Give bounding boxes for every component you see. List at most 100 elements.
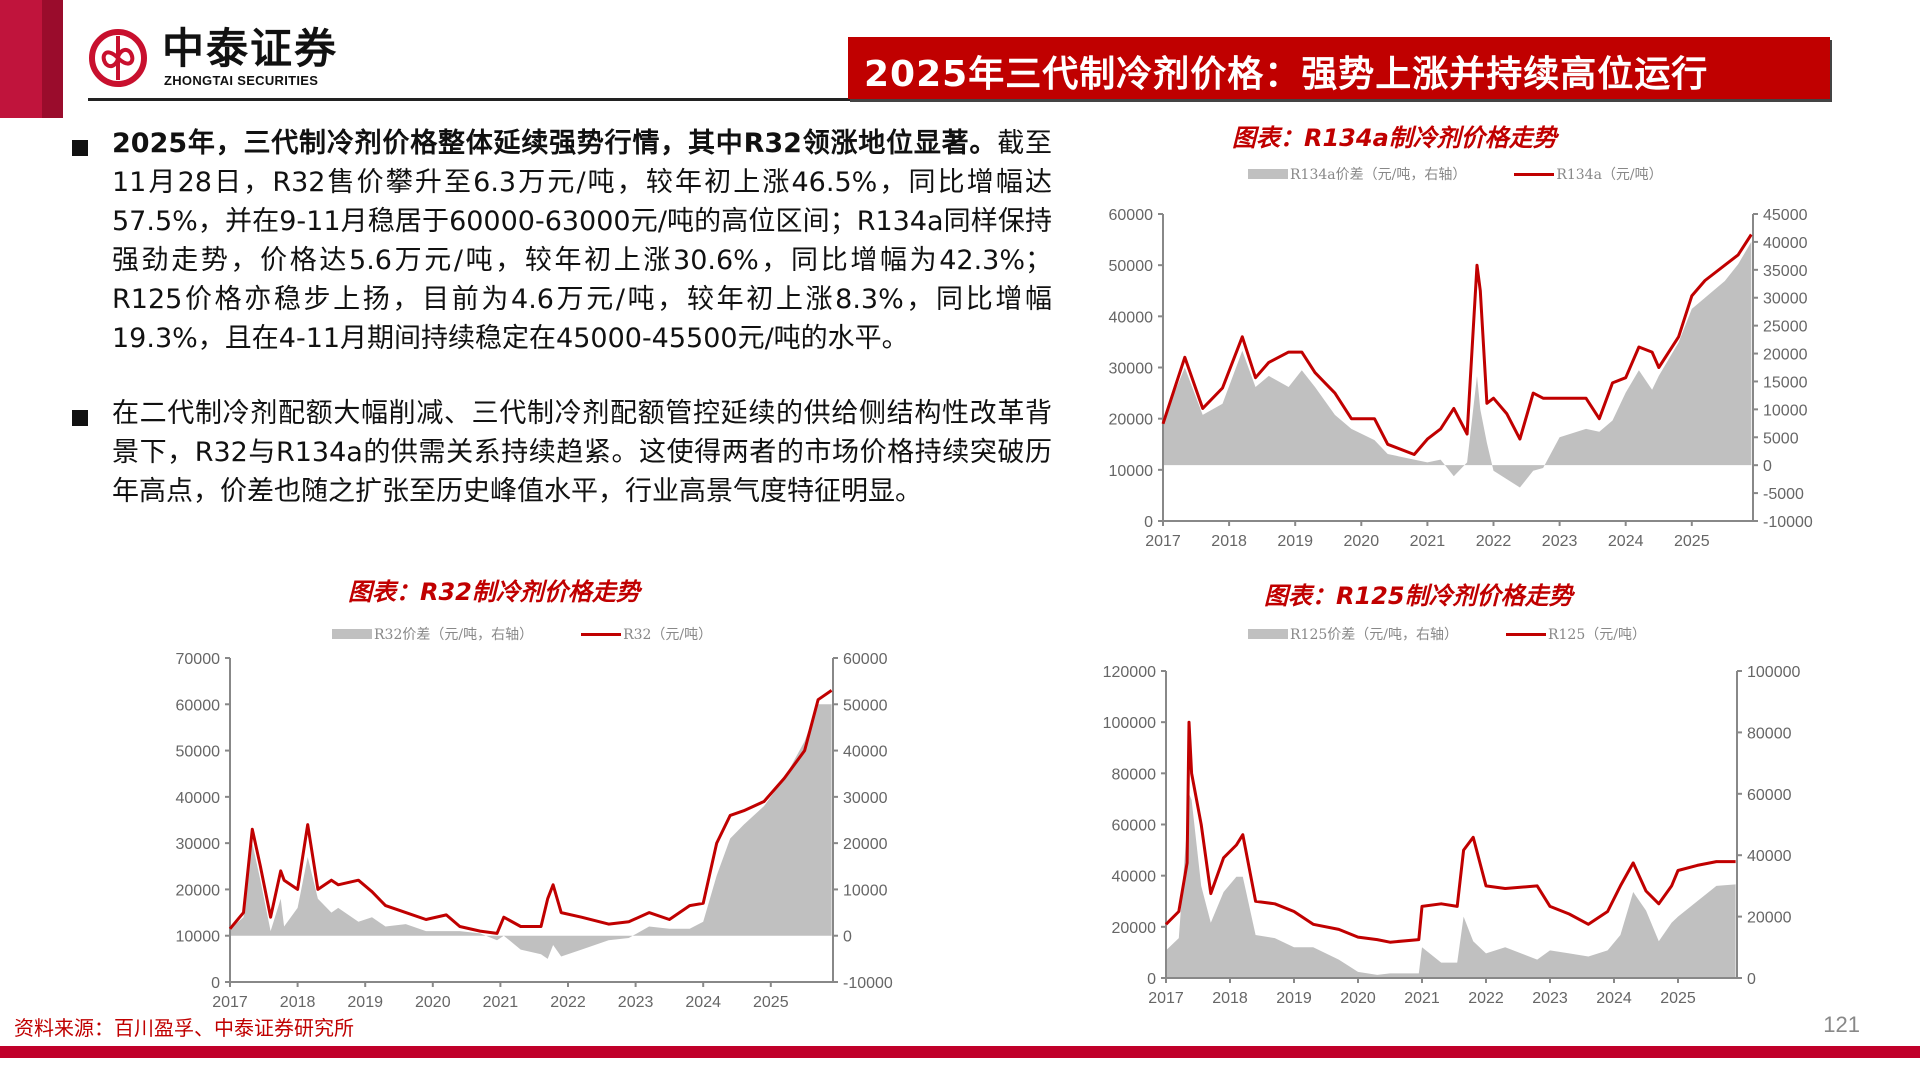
legend-r32: R32价差（元/吨，右轴） R32（元/吨） [332, 624, 752, 644]
svg-text:-5000: -5000 [1763, 486, 1804, 503]
svg-text:2023: 2023 [1532, 990, 1568, 1007]
svg-text:40000: 40000 [1747, 848, 1792, 865]
svg-text:0: 0 [1144, 514, 1153, 531]
svg-text:2024: 2024 [1596, 990, 1632, 1007]
svg-text:2019: 2019 [1276, 990, 1312, 1007]
svg-text:2017: 2017 [1145, 533, 1181, 550]
svg-text:0: 0 [1763, 458, 1772, 475]
legend-item-spread: R125价差（元/吨，右轴） [1248, 624, 1458, 644]
svg-text:60000: 60000 [1109, 207, 1154, 224]
legend-r134a: R134a价差（元/吨，右轴） R134a（元/吨） [1248, 164, 1703, 184]
svg-text:2024: 2024 [685, 994, 721, 1011]
area-swatch-icon [332, 629, 372, 639]
left-accent-bar [0, 0, 42, 118]
legend-item-price: R125（元/吨） [1505, 624, 1646, 644]
svg-text:40000: 40000 [176, 790, 221, 807]
svg-text:-10000: -10000 [843, 975, 893, 992]
svg-text:2025: 2025 [1674, 533, 1710, 550]
svg-text:2019: 2019 [1277, 533, 1313, 550]
svg-text:50000: 50000 [1109, 258, 1154, 275]
legend-item-spread: R134a价差（元/吨，右轴） [1248, 164, 1466, 184]
svg-text:2023: 2023 [618, 994, 654, 1011]
legend-item-spread: R32价差（元/吨，右轴） [332, 624, 533, 644]
line-swatch-icon [581, 632, 622, 636]
svg-text:2021: 2021 [1404, 990, 1440, 1007]
svg-text:0: 0 [1747, 971, 1756, 988]
svg-text:5000: 5000 [1763, 430, 1799, 447]
page-title-box: 2025年三代制冷剂价格：强势上涨并持续高位运行 [848, 37, 1830, 99]
svg-text:20000: 20000 [843, 836, 888, 853]
brand-name-cn: 中泰证券 [162, 24, 339, 73]
svg-text:2018: 2018 [280, 994, 316, 1011]
svg-text:2018: 2018 [1211, 533, 1247, 550]
svg-text:40000: 40000 [1109, 309, 1154, 326]
header-divider [88, 98, 1828, 101]
svg-text:25000: 25000 [1763, 319, 1808, 336]
svg-text:60000: 60000 [1747, 787, 1792, 804]
line-swatch-icon [1505, 632, 1546, 636]
svg-text:2025: 2025 [1660, 990, 1696, 1007]
svg-text:2017: 2017 [1148, 990, 1184, 1007]
svg-text:45000: 45000 [1763, 207, 1808, 224]
page-title: 2025年三代制冷剂价格：强势上涨并持续高位运行 [864, 54, 1709, 95]
svg-text:2020: 2020 [1340, 990, 1376, 1007]
svg-text:35000: 35000 [1763, 263, 1808, 280]
svg-text:2019: 2019 [347, 994, 383, 1011]
svg-text:10000: 10000 [176, 929, 221, 946]
svg-text:80000: 80000 [1747, 725, 1792, 742]
svg-text:40000: 40000 [843, 744, 888, 761]
paragraph-1-body: 截至11月28日，R32售价攀升至6.3万元/吨，较年初上涨46.5%，同比增幅… [112, 128, 1053, 354]
legend-item-price: R134a（元/吨） [1514, 164, 1663, 184]
line-swatch-icon [1514, 172, 1555, 176]
chart-title-r32: 图表：R32制冷剂价格走势 [348, 578, 640, 606]
svg-text:50000: 50000 [843, 697, 888, 714]
chart-title-r134a: 图表：R134a制冷剂价格走势 [1232, 124, 1557, 152]
svg-text:80000: 80000 [1112, 766, 1157, 783]
svg-text:-10000: -10000 [1763, 514, 1813, 531]
svg-text:70000: 70000 [176, 651, 221, 668]
svg-text:2018: 2018 [1212, 990, 1248, 1007]
svg-text:0: 0 [1147, 971, 1156, 988]
paragraph-1: 2025年，三代制冷剂价格整体延续强势行情，其中R32领涨地位显著。截至11月2… [112, 124, 1052, 358]
svg-text:20000: 20000 [176, 882, 221, 899]
zhongtai-logo-icon [89, 29, 147, 87]
svg-text:0: 0 [843, 929, 852, 946]
svg-text:2023: 2023 [1542, 533, 1578, 550]
paragraph-1-lead: 2025年，三代制冷剂价格整体延续强势行情，其中R32领涨地位显著。 [112, 128, 998, 159]
svg-text:30000: 30000 [1109, 361, 1154, 378]
svg-text:100000: 100000 [1103, 715, 1156, 732]
svg-text:20000: 20000 [1763, 347, 1808, 364]
page-number: 121 [1823, 1012, 1860, 1037]
svg-text:2024: 2024 [1608, 533, 1644, 550]
svg-text:2017: 2017 [212, 994, 248, 1011]
svg-text:10000: 10000 [1763, 402, 1808, 419]
svg-text:20000: 20000 [1747, 910, 1792, 927]
svg-text:2021: 2021 [1410, 533, 1446, 550]
legend-item-price: R32（元/吨） [581, 624, 712, 644]
svg-text:2022: 2022 [1468, 990, 1504, 1007]
svg-text:20000: 20000 [1109, 412, 1154, 429]
svg-text:20000: 20000 [1112, 920, 1157, 937]
svg-text:60000: 60000 [176, 697, 221, 714]
svg-text:40000: 40000 [1112, 869, 1157, 886]
svg-text:60000: 60000 [1112, 818, 1157, 835]
svg-text:50000: 50000 [176, 744, 221, 761]
svg-text:2025: 2025 [753, 994, 789, 1011]
svg-text:2022: 2022 [550, 994, 586, 1011]
svg-text:10000: 10000 [1109, 463, 1154, 480]
left-accent-bar-dark [42, 0, 63, 118]
svg-text:2020: 2020 [415, 994, 451, 1011]
chart-title-r125: 图表：R125制冷剂价格走势 [1264, 582, 1573, 610]
svg-text:2020: 2020 [1344, 533, 1380, 550]
svg-text:100000: 100000 [1747, 664, 1800, 681]
area-swatch-icon [1248, 169, 1288, 179]
area-swatch-icon [1248, 629, 1288, 639]
bullet-square-icon [72, 140, 88, 156]
svg-text:15000: 15000 [1763, 374, 1808, 391]
bullet-square-icon [72, 410, 88, 426]
svg-text:2022: 2022 [1476, 533, 1512, 550]
svg-text:40000: 40000 [1763, 235, 1808, 252]
svg-text:30000: 30000 [1763, 291, 1808, 308]
data-source: 资料来源：百川盈孚、中泰证券研究所 [14, 1016, 354, 1040]
brand-name-en: ZHONGTAI SECURITIES [164, 73, 319, 88]
